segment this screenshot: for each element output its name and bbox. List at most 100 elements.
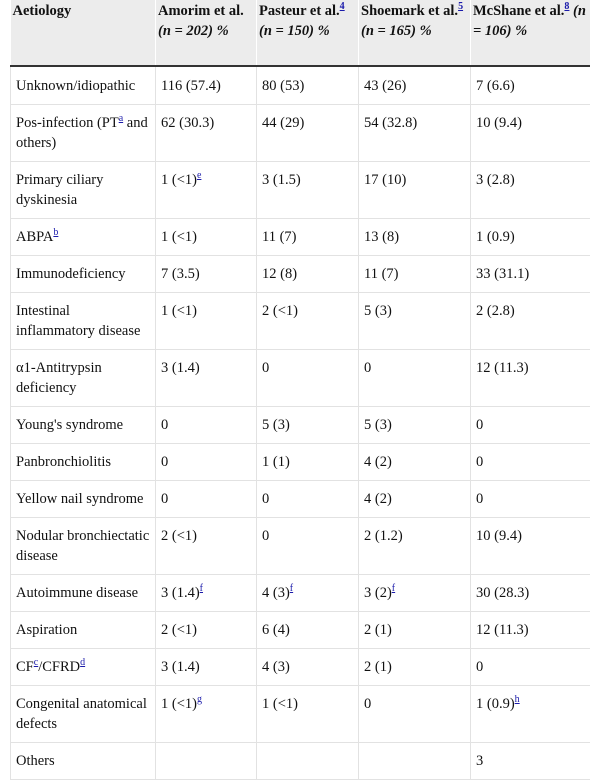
value-cell: 12 (11.3): [471, 350, 590, 407]
cell-value: 0: [364, 360, 371, 376]
cell-value: 1 (0.9): [476, 229, 515, 245]
value-cell: 0: [257, 350, 359, 407]
header-study-name: Pasteur et al.: [259, 3, 340, 19]
value-cell: 0: [156, 444, 257, 481]
header-amorim: Amorim et al. (n = 202) %: [156, 0, 257, 66]
table-row: Immunodeficiency 7 (3.5) 12 (8) 11 (7) 33 (3…: [11, 256, 590, 293]
cell-value: 0: [476, 491, 483, 507]
cell-value: 7 (3.5): [161, 266, 200, 282]
value-cell: [359, 743, 471, 780]
cell-value: 3 (2): [364, 585, 392, 601]
value-cell: 7 (6.6): [471, 66, 590, 105]
footnote-link[interactable]: d: [80, 657, 85, 668]
value-cell: 62 (30.3): [156, 105, 257, 162]
cell-value: 2 (1): [364, 659, 392, 675]
value-cell: 2 (<1): [257, 293, 359, 350]
cell-value: 4 (2): [364, 454, 392, 470]
cell-value: 2 (<1): [161, 528, 197, 544]
header-ref-link[interactable]: 5: [458, 1, 463, 12]
value-cell: 1 (1): [257, 444, 359, 481]
header-shoemark: Shoemark et al.5 (n = 165) %: [359, 0, 471, 66]
row-label: Pos-infection (PT: [16, 115, 119, 131]
value-cell: 80 (53): [257, 66, 359, 105]
cell-value: 1 (0.9): [476, 696, 515, 712]
value-cell: 0: [471, 444, 590, 481]
row-label: Others: [16, 753, 55, 769]
header-ref-link[interactable]: 8: [564, 1, 569, 12]
value-cell: 5 (3): [359, 407, 471, 444]
footnote-link[interactable]: f: [200, 583, 203, 594]
table-row: Young's syndrome 0 5 (3)5 (3) 0: [11, 407, 590, 444]
footnote-link[interactable]: f: [392, 583, 395, 594]
cell-value: 17 (10): [364, 172, 406, 188]
header-mcshane: McShane et al.8 (n = 106) %: [471, 0, 590, 66]
value-cell: 10 (9.4): [471, 518, 590, 575]
value-cell: 12 (11.3): [471, 612, 590, 649]
row-label: Young's syndrome: [16, 417, 123, 433]
cell-value: 43 (26): [364, 78, 406, 94]
header-ref-link[interactable]: 4: [340, 1, 345, 12]
row-label: Immunodeficiency: [16, 266, 126, 282]
value-cell: 13 (8): [359, 219, 471, 256]
footnote-link[interactable]: b: [53, 227, 58, 238]
cell-value: 0: [262, 360, 269, 376]
value-cell: 1 (<1): [257, 686, 359, 743]
cell-value: 0: [161, 417, 168, 433]
cell-value: 5 (3): [364, 303, 392, 319]
cell-value: 2 (<1): [262, 303, 298, 319]
cell-value: 2 (2.8): [476, 303, 515, 319]
cell-value: 13 (8): [364, 229, 399, 245]
row-label-cell: ABPAb: [11, 219, 156, 256]
value-cell: 4 (2): [359, 481, 471, 518]
footnote-link[interactable]: h: [515, 694, 520, 705]
row-label: Primary ciliary dyskinesia: [16, 172, 103, 208]
value-cell: 6 (4): [257, 612, 359, 649]
row-label-cell: CFc/CFRDd: [11, 649, 156, 686]
cell-value: 44 (29): [262, 115, 304, 131]
value-cell: 0: [471, 481, 590, 518]
cell-value: 116 (57.4): [161, 78, 221, 94]
row-label: Nodular bronchiectatic disease: [16, 528, 149, 564]
row-label-cell: Aspiration: [11, 612, 156, 649]
row-label-cell: α1-Antitrypsin deficiency: [11, 350, 156, 407]
cell-value: 4 (3): [262, 659, 290, 675]
row-label: ABPA: [16, 229, 53, 245]
value-cell: 0: [257, 518, 359, 575]
cell-value: 11 (7): [364, 266, 399, 282]
header-n-label: (n = 150) %: [259, 23, 330, 39]
value-cell: 43 (26): [359, 66, 471, 105]
cell-value: 4 (2): [364, 491, 392, 507]
cell-value: 1 (<1): [262, 696, 298, 712]
cell-value: 4 (3): [262, 585, 290, 601]
footnote-link[interactable]: f: [290, 583, 293, 594]
row-label-cell: Panbronchiolitis: [11, 444, 156, 481]
cell-value: 0: [476, 659, 483, 675]
footnote-link[interactable]: e: [197, 170, 201, 181]
value-cell: 17 (10): [359, 162, 471, 219]
cell-value: 0: [262, 528, 269, 544]
cell-value: 11 (7): [262, 229, 297, 245]
value-cell: 0: [156, 481, 257, 518]
cell-value: 10 (9.4): [476, 115, 522, 131]
cell-value: 33 (31.1): [476, 266, 529, 282]
value-cell: 5 (3): [257, 407, 359, 444]
cell-value: 12 (11.3): [476, 622, 529, 638]
value-cell: 12 (8): [257, 256, 359, 293]
value-cell: 2 (2.8): [471, 293, 590, 350]
cell-value: 0: [476, 417, 483, 433]
value-cell: 3 (1.4): [156, 649, 257, 686]
row-label-tail: /CFRD: [38, 659, 80, 675]
value-cell: 2 (1.2): [359, 518, 471, 575]
cell-value: 10 (9.4): [476, 528, 522, 544]
value-cell: 2 (1): [359, 649, 471, 686]
cell-value: 0: [262, 491, 269, 507]
footnote-link[interactable]: g: [197, 694, 202, 705]
